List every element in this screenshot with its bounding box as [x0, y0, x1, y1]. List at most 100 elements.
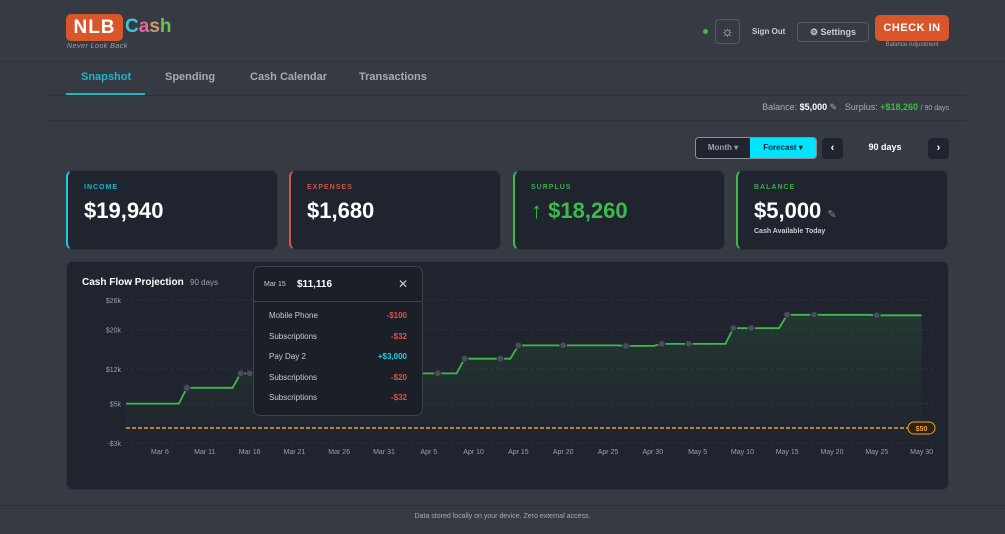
tooltip-row: Pay Day 2 +$3,000 [269, 352, 407, 361]
surplus-label: Surplus: [844, 102, 878, 112]
pencil-icon[interactable]: ✎ [827, 209, 837, 221]
transaction-marker [514, 341, 523, 350]
summary-bar: Balance: $5,000 ✎ Surplus: +$18,260 / 90… [762, 102, 949, 113]
transaction-marker [729, 324, 738, 332]
prev-period-button[interactable]: ‹ [822, 138, 843, 159]
transaction-marker [657, 340, 666, 348]
tab-snapshot[interactable]: Snapshot [81, 71, 132, 83]
tooltip-row-name: Subscriptions [269, 393, 318, 402]
transaction-marker [622, 342, 630, 350]
balance-caption: Cash Available Today [754, 228, 826, 235]
x-tick-label: Apr 10 [463, 449, 484, 456]
y-tick-label: $12k [106, 367, 122, 374]
active-tab-indicator [66, 93, 145, 95]
income-card: INCOME $19,940 [66, 170, 278, 250]
theme-toggle-button[interactable]: ☼ [715, 19, 740, 44]
view-toggle: Month ▾ Forecast ▾ [695, 137, 817, 159]
transaction-marker [460, 354, 469, 363]
tooltip-row: Subscriptions -$20 [269, 373, 407, 382]
balance-card: BALANCE $5,000 ✎ Cash Available Today [736, 170, 948, 250]
tooltip-row-name: Subscriptions [269, 372, 318, 382]
balance-label: Balance: [762, 102, 798, 112]
logo-badge[interactable]: NLB [66, 14, 123, 41]
area-fill [126, 314, 922, 443]
x-tick-label: Apr 15 [508, 449, 529, 456]
gear-icon: ⚙ [809, 27, 819, 37]
forecast-dropdown[interactable]: Forecast ▾ [750, 138, 816, 158]
x-tick-label: Apr 25 [598, 449, 619, 456]
status-dot-icon [703, 29, 708, 34]
income-label: INCOME [84, 184, 118, 191]
transaction-marker [684, 340, 693, 348]
x-tick-label: Mar 16 [239, 449, 261, 456]
tooltip-date: Mar 15 [264, 281, 286, 288]
y-tick-label: $5k [110, 402, 122, 409]
surplus-value: $18,260 [548, 198, 628, 223]
transaction-marker [559, 341, 568, 350]
x-tick-label: May 15 [776, 449, 799, 456]
expenses-value: $1,680 [307, 198, 375, 223]
sign-out-link[interactable]: Sign Out [752, 27, 786, 36]
x-tick-label: Mar 6 [151, 449, 169, 456]
month-dropdown[interactable]: Month ▾ [696, 138, 750, 158]
tooltip-row: Subscriptions -$32 [269, 332, 407, 341]
x-tick-label: May 5 [688, 449, 707, 456]
tooltip-amount: $11,116 [297, 279, 333, 290]
x-tick-label: May 25 [865, 449, 888, 456]
tooltip-row-name: Mobile Phone [269, 311, 318, 320]
footer-text: Data stored locally on your device. Zero… [414, 513, 591, 520]
tab-cash-calendar[interactable]: Cash Calendar [250, 71, 328, 83]
sun-icon: ☼ [721, 23, 734, 39]
settings-label: Settings [820, 27, 857, 37]
income-value: $19,940 [84, 198, 164, 223]
pencil-icon[interactable]: ✎ [829, 102, 838, 112]
tooltip-row: Mobile Phone -$100 [269, 311, 407, 320]
threshold-label: $50 [916, 426, 928, 433]
header-divider [0, 61, 1005, 62]
x-tick-label: May 10 [731, 449, 754, 456]
tab-spending[interactable]: Spending [165, 71, 216, 83]
x-tick-label: Apr 20 [553, 449, 574, 456]
tooltip-row-amount: -$100 [386, 311, 407, 320]
tagline: Never Look Back [67, 43, 128, 50]
next-period-button[interactable]: › [928, 138, 949, 159]
transaction-marker [496, 354, 505, 363]
transaction-marker [747, 324, 756, 332]
chart-tooltip: Mar 15 $11,116 ✕ Mobile Phone -$100 Subscr… [253, 266, 423, 416]
balance-value: $5,000 [799, 102, 828, 112]
expenses-label: EXPENSES [307, 184, 353, 191]
expenses-card: EXPENSES $1,680 [289, 170, 501, 250]
transaction-marker [873, 311, 881, 320]
close-icon[interactable]: ✕ [397, 277, 408, 291]
settings-button[interactable]: ⚙ Settings [797, 22, 869, 42]
tab-transactions[interactable]: Transactions [359, 71, 427, 83]
x-tick-label: Apr 5 [420, 449, 437, 456]
chart-subtitle: 90 days [190, 278, 219, 287]
surplus-value: +$18,260 [880, 102, 919, 112]
summary-divider [48, 120, 965, 121]
surplus-label: SURPLUS [531, 184, 572, 191]
y-tick-label: $20k [106, 328, 122, 335]
check-in-caption: Balance Adjustment [885, 42, 939, 48]
y-tick-label: $26k [106, 298, 122, 305]
tooltip-row: Subscriptions -$32 [269, 393, 407, 402]
surplus-period: / 90 days [920, 105, 949, 112]
tooltip-row-amount: -$32 [390, 393, 407, 402]
transaction-marker [810, 311, 818, 319]
chart-title: Cash Flow Projection [82, 277, 184, 288]
x-tick-label: May 30 [910, 449, 933, 456]
surplus-card: SURPLUS ↑ $18,260 [513, 170, 725, 250]
tooltip-row-name: Subscriptions [269, 331, 318, 341]
y-tick-label: -$3k [107, 441, 121, 448]
arrow-up-icon: ↑ [531, 198, 542, 223]
tabs-divider [48, 95, 965, 96]
tooltip-row-name: Pay Day 2 [269, 352, 306, 361]
transaction-marker [183, 383, 191, 392]
check-in-button[interactable]: CHECK IN [875, 15, 949, 41]
tooltip-row-amount: -$32 [390, 331, 407, 341]
transaction-marker [245, 369, 254, 378]
tooltip-row-amount: +$3,000 [377, 352, 407, 361]
x-tick-label: Mar 31 [373, 449, 395, 456]
x-tick-label: Apr 30 [642, 449, 663, 456]
